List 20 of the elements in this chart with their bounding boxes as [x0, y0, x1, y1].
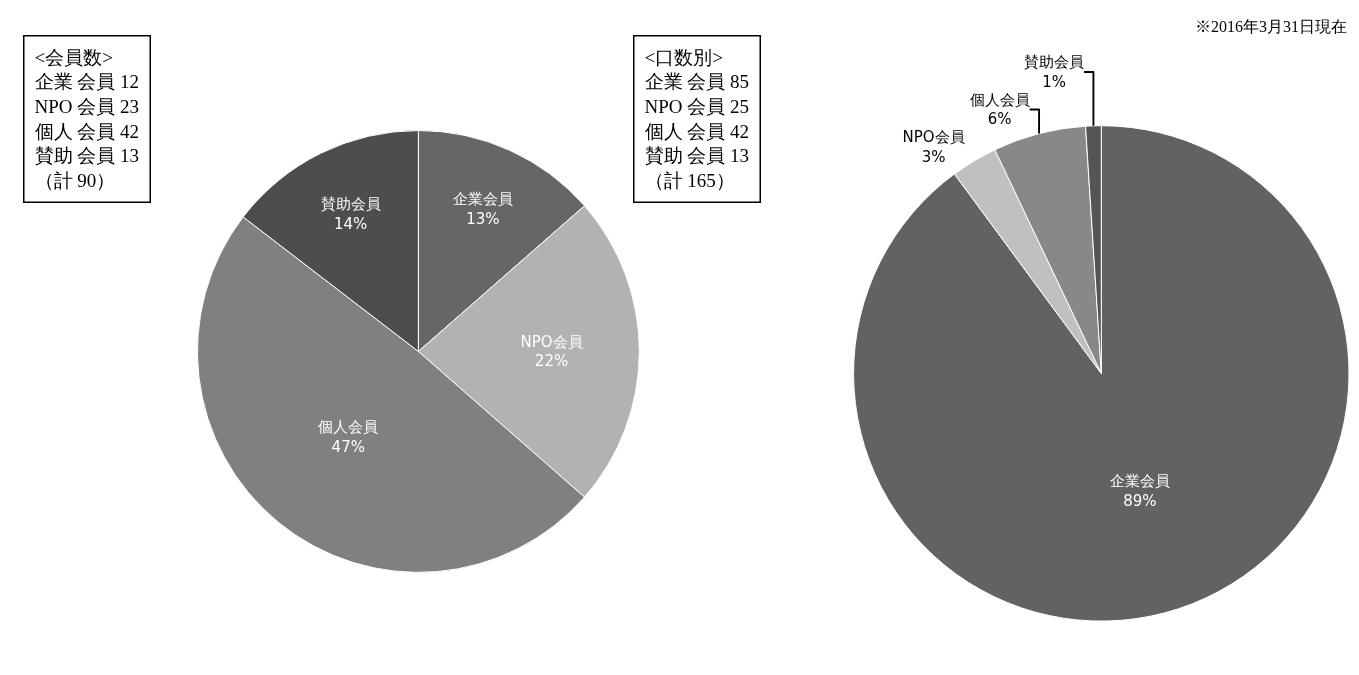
text: ※2016年3月31日現在 [1195, 18, 1347, 35]
pie-slice [853, 125, 1350, 622]
data-label: 3% [921, 147, 946, 166]
text: <会員数> 企業 会員 12 NPO 会員 23 個人 会員 42 賛助 会員 13 （計 90） [34, 46, 140, 191]
data-label: 89% [1123, 491, 1157, 510]
data-label: 47% [331, 437, 365, 456]
slice-label: 企業会員 [452, 190, 513, 209]
text: <口数別> 企業 会員 85 NPO 会員 25 個人 会員 42 賛助 会員 13 （計 165） [644, 46, 750, 191]
slice-label: 企業会員 [1109, 472, 1170, 491]
slice-label: 個人会員 [969, 90, 1030, 109]
slice-label: NPO会員 [902, 128, 965, 147]
data-label: 1% [1042, 72, 1066, 91]
data-label: 13% [466, 209, 500, 228]
slice-label: NPO会員 [520, 332, 583, 351]
data-label: 14% [333, 214, 368, 233]
slice-label: 賛助会員 [320, 195, 381, 214]
data-label: 22% [534, 352, 569, 371]
data-label: 6% [987, 110, 1012, 129]
slice-label: 賛助会員 [1024, 53, 1085, 72]
slice-label: 個人会員 [318, 418, 379, 437]
